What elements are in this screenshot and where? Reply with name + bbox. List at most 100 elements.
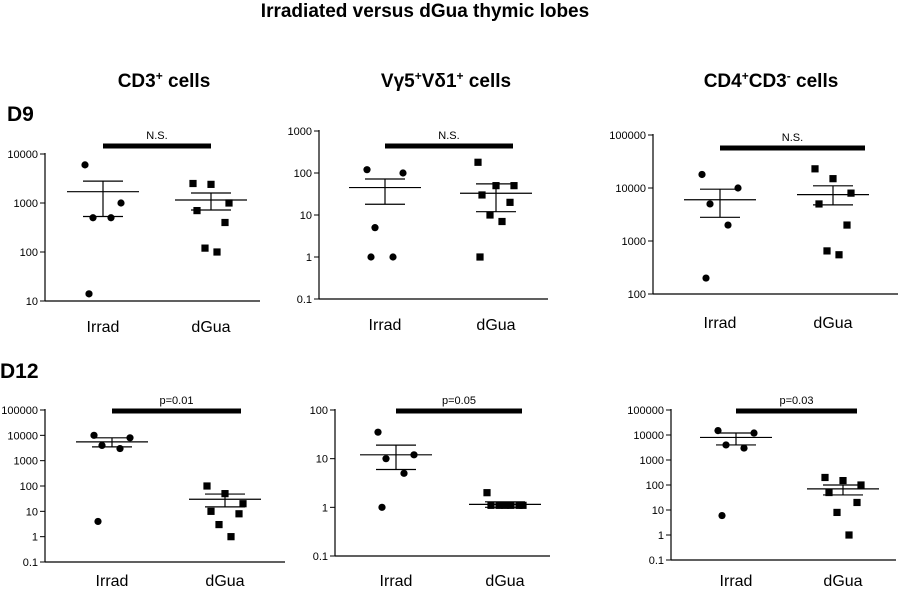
panel-d12-cd3: 0.1 1 10 100 1000 10000 100000 Irrad dGua p=0.01	[1, 395, 285, 590]
data-point-irrad	[374, 428, 382, 436]
y-tick-label: 100	[646, 480, 664, 492]
significance-label: N.S.	[146, 130, 167, 142]
data-point-dgua	[239, 500, 247, 508]
y-tick-label: 100000	[1, 405, 38, 417]
data-point-irrad	[702, 274, 710, 282]
x-category-label: dGua	[476, 317, 515, 334]
panel-d12-vg5vd1: 0.1 1 10 100 Irrad dGua p=0.05	[310, 395, 550, 590]
x-category-label: Irrad	[369, 317, 402, 334]
data-point-irrad	[371, 224, 379, 232]
x-category-label: Irrad	[380, 573, 413, 590]
data-point-dgua	[235, 510, 243, 518]
y-tick-label: 0.1	[23, 557, 38, 569]
data-point-irrad	[400, 469, 408, 477]
data-point-irrad	[90, 431, 98, 439]
y-tick-label: 1	[32, 532, 38, 544]
panel-d9-vg5vd1: 0.1 1 10 100 1000 Irrad dGua N.S.	[288, 126, 548, 334]
data-point-dgua	[486, 211, 494, 219]
panel-d9-cd4cd3: 100 1000 10000 100000 Irrad dGua N.S.	[609, 130, 898, 332]
y-tick-label: 100	[628, 289, 646, 301]
data-point-irrad	[399, 169, 407, 177]
data-point-dgua	[823, 247, 831, 255]
data-point-irrad	[389, 253, 397, 261]
data-point-dgua	[225, 199, 233, 207]
data-point-irrad	[94, 517, 102, 526]
y-tick-label: 1000	[288, 126, 312, 138]
data-point-dgua	[189, 179, 197, 188]
y-tick-label: 1	[306, 252, 312, 264]
row-label-d9: D9	[7, 103, 34, 126]
y-tick-label: 0.1	[313, 551, 328, 563]
data-point-dgua	[215, 520, 223, 529]
data-point-irrad	[107, 214, 115, 222]
data-point-dgua	[487, 501, 495, 509]
data-point-dgua	[843, 221, 851, 229]
data-point-dgua	[221, 218, 229, 227]
data-point-irrad	[734, 184, 742, 192]
column-header-cd3: CD3+ cells	[118, 69, 211, 92]
y-tick-label: 1000	[14, 198, 38, 210]
data-point-irrad	[81, 161, 89, 169]
data-point-dgua	[847, 189, 855, 197]
y-tick-label: 10	[316, 454, 328, 466]
data-point-dgua	[478, 191, 486, 199]
data-point-irrad	[378, 503, 386, 511]
data-point-dgua	[483, 489, 491, 497]
data-point-dgua	[833, 508, 841, 517]
data-point-irrad	[382, 455, 390, 463]
data-point-dgua	[213, 248, 221, 256]
data-point-dgua	[845, 531, 853, 539]
significance-label: N.S.	[438, 130, 459, 142]
data-point-dgua	[498, 217, 506, 226]
y-tick-label: 100	[294, 168, 312, 180]
y-tick-label: 10	[652, 505, 664, 517]
data-point-irrad	[85, 290, 93, 298]
y-tick-label: 10000	[7, 149, 38, 161]
column-header-vg5vd1: Vγ5+Vδ1+ cells	[381, 69, 511, 92]
y-tick-label: 10	[300, 210, 312, 222]
y-tick-label: 0.1	[649, 555, 664, 567]
data-point-dgua	[829, 175, 837, 183]
x-category-label: dGua	[485, 573, 524, 590]
y-tick-label: 1000	[622, 236, 646, 248]
data-point-dgua	[519, 501, 527, 509]
y-tick-label: 10000	[615, 183, 646, 195]
data-point-dgua	[474, 158, 482, 166]
data-point-irrad	[740, 444, 748, 452]
data-point-dgua	[201, 244, 209, 252]
significance-label: N.S.	[782, 132, 803, 144]
x-category-label: dGua	[205, 573, 244, 590]
data-point-dgua	[853, 498, 861, 507]
data-point-dgua	[510, 182, 518, 190]
data-point-irrad	[718, 511, 726, 520]
data-point-irrad	[98, 441, 106, 450]
data-point-irrad	[363, 166, 371, 174]
data-point-dgua	[506, 198, 514, 206]
y-tick-label: 100000	[609, 130, 646, 142]
y-tick-label: 100	[20, 247, 38, 259]
data-point-irrad	[724, 221, 732, 229]
data-point-dgua	[835, 251, 843, 259]
column-header-cd4cd3: CD4+CD3- cells	[704, 69, 839, 92]
data-point-irrad	[698, 170, 706, 179]
y-tick-label: 100	[310, 405, 328, 417]
y-tick-label: 100000	[627, 405, 664, 417]
y-tick-label: 1	[322, 502, 328, 514]
data-point-dgua	[495, 501, 503, 509]
y-tick-label: 1	[658, 530, 664, 542]
y-tick-label: 10	[26, 296, 38, 308]
data-point-dgua	[815, 200, 823, 208]
data-point-dgua	[811, 165, 819, 173]
data-point-dgua	[515, 501, 523, 509]
panel-d12-cd4cd3: 0.1 1 10 100 1000 10000 100000 Irrad dGua p=0.03	[627, 395, 896, 590]
row-label-d12: D12	[0, 360, 39, 383]
data-point-dgua	[207, 180, 215, 188]
significance-label: p=0.05	[442, 395, 476, 407]
significance-label: p=0.03	[780, 395, 814, 407]
x-category-label: Irrad	[96, 573, 129, 590]
panel-d9-cd3: 10 100 1000 10000 Irrad dGua N.S.	[7, 130, 260, 336]
x-category-label: dGua	[191, 319, 230, 336]
y-tick-label: 1000	[14, 456, 38, 468]
data-point-irrad	[367, 253, 375, 261]
